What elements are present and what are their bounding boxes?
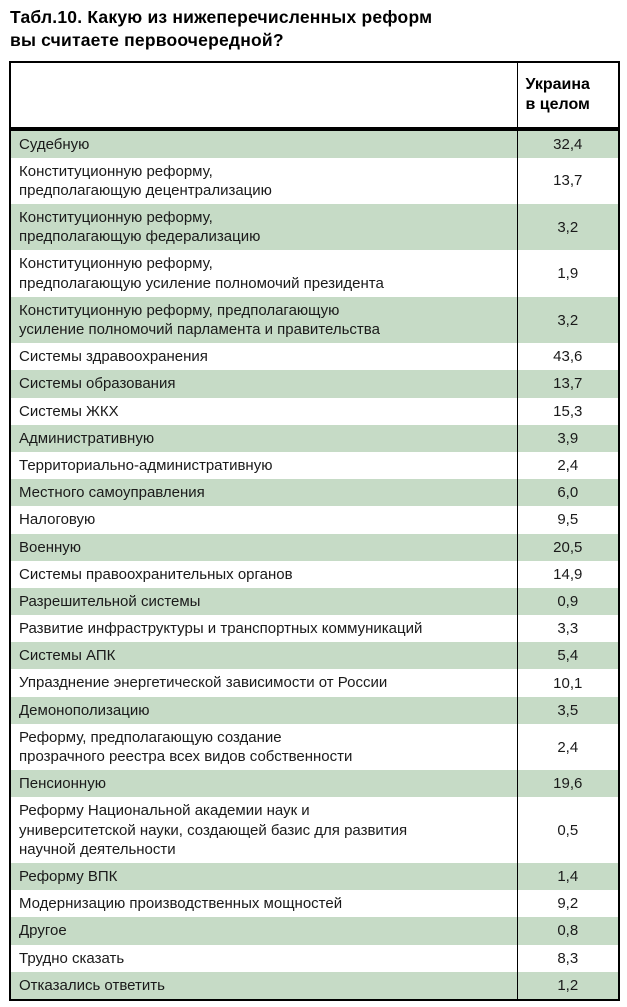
row-value: 9,5 [516,506,619,534]
table-row: Системы здравоохранения 43,6 [10,343,619,371]
table-row: Упразднение энергетической зависимости о… [10,669,619,697]
table-row: Конституционную реформу, предполагающую … [10,157,619,205]
table-row: Трудно сказать 8,3 [10,944,619,972]
row-value: 3,2 [516,204,619,251]
row-value: 1,9 [516,250,619,297]
row-label: Налоговую [10,506,517,534]
row-value: 9,2 [516,890,619,918]
row-label: Конституционную реформу, предполагающую … [10,250,517,297]
row-value: 14,9 [516,560,619,588]
row-value: 2,4 [516,451,619,480]
table-row: Развитие инфраструктуры и транспортных к… [10,615,619,643]
header-empty-cell [10,61,517,131]
row-value: 13,7 [516,157,619,205]
row-label: Местного самоуправления [10,479,517,507]
row-label: Системы образования [10,370,517,398]
value-column-header: Украина в целом [516,61,619,131]
row-value: 19,6 [516,770,619,798]
table-row: Конституционную реформу, предполагающую … [10,204,619,251]
row-value: 3,5 [516,696,619,724]
table-row: Реформу ВПК 1,4 [10,862,619,891]
row-value: 2,4 [516,723,619,771]
row-value: 5,4 [516,642,619,670]
table-row: Военную 20,5 [10,533,619,561]
row-label: Другое [10,917,517,945]
row-label: Отказались ответить [10,971,517,1000]
table-row: Другое 0,8 [10,917,619,945]
table-header: Украина в целом [10,61,619,131]
row-label: Пенсионную [10,770,517,798]
table-row: Местного самоуправления 6,0 [10,479,619,507]
table-row: Модернизацию производственных мощностей … [10,890,619,918]
table-row: Системы АПК 5,4 [10,642,619,670]
row-value: 1,2 [516,971,619,1000]
table-row: Судебную 32,4 [10,128,619,158]
table-row: Системы ЖКХ 15,3 [10,397,619,425]
table-row: Реформу, предполагающую создание прозрач… [10,723,619,771]
row-value: 0,9 [516,587,619,616]
row-label: Системы АПК [10,642,517,670]
row-value: 3,3 [516,615,619,643]
row-label: Демонополизацию [10,696,517,724]
row-label: Административную [10,424,517,452]
table-row: Конституционную реформу, предполагающую … [10,296,619,344]
row-label: Системы ЖКХ [10,397,517,425]
row-value: 1,4 [516,862,619,891]
row-value: 3,2 [516,296,619,344]
table-row: Системы правоохранительных органов 14,9 [10,560,619,588]
row-value: 10,1 [516,669,619,697]
table-row: Реформу Национальной академии наук и уни… [10,797,619,863]
row-label: Судебную [10,128,517,158]
table-row: Системы образования 13,7 [10,370,619,398]
row-value: 20,5 [516,533,619,561]
row-label: Реформу, предполагающую создание прозрач… [10,723,517,771]
row-label: Конституционную реформу, предполагающую … [10,157,517,205]
row-label: Развитие инфраструктуры и транспортных к… [10,615,517,643]
row-value: 15,3 [516,397,619,425]
row-value: 0,5 [516,797,619,863]
row-label: Модернизацию производственных мощностей [10,890,517,918]
table-row: Демонополизацию 3,5 [10,696,619,724]
header-row: Украина в целом [10,61,619,131]
table-row: Отказались ответить 1,2 [10,971,619,1000]
row-value: 6,0 [516,479,619,507]
row-label: Трудно сказать [10,944,517,972]
table-row: Административную 3,9 [10,424,619,452]
survey-table: Украина в целом Судебную 32,4 Конституци… [9,60,620,1001]
table-row: Разрешительной системы 0,9 [10,587,619,616]
table-title: Табл.10. Какую из нижеперечисленных рефо… [10,7,433,50]
table-row: Пенсионную 19,6 [10,770,619,798]
row-label: Конституционную реформу, предполагающую … [10,296,517,344]
row-value: 0,8 [516,917,619,945]
row-value: 13,7 [516,370,619,398]
row-label: Системы здравоохранения [10,343,517,371]
table-row: Налоговую 9,5 [10,506,619,534]
row-label: Военную [10,533,517,561]
row-value: 43,6 [516,343,619,371]
row-value: 3,9 [516,424,619,452]
row-value: 8,3 [516,944,619,972]
row-label: Разрешительной системы [10,587,517,616]
row-label: Системы правоохранительных органов [10,560,517,588]
row-label: Конституционную реформу, предполагающую … [10,204,517,251]
row-label: Реформу Национальной академии наук и уни… [10,797,517,863]
row-label: Упразднение энергетической зависимости о… [10,669,517,697]
table-row: Конституционную реформу, предполагающую … [10,250,619,297]
table-body: Судебную 32,4 Конституционную реформу, п… [10,128,619,1000]
row-label: Территориально-административную [10,451,517,480]
row-label: Реформу ВПК [10,862,517,891]
table-row: Территориально-административную 2,4 [10,451,619,480]
row-value: 32,4 [516,128,619,158]
